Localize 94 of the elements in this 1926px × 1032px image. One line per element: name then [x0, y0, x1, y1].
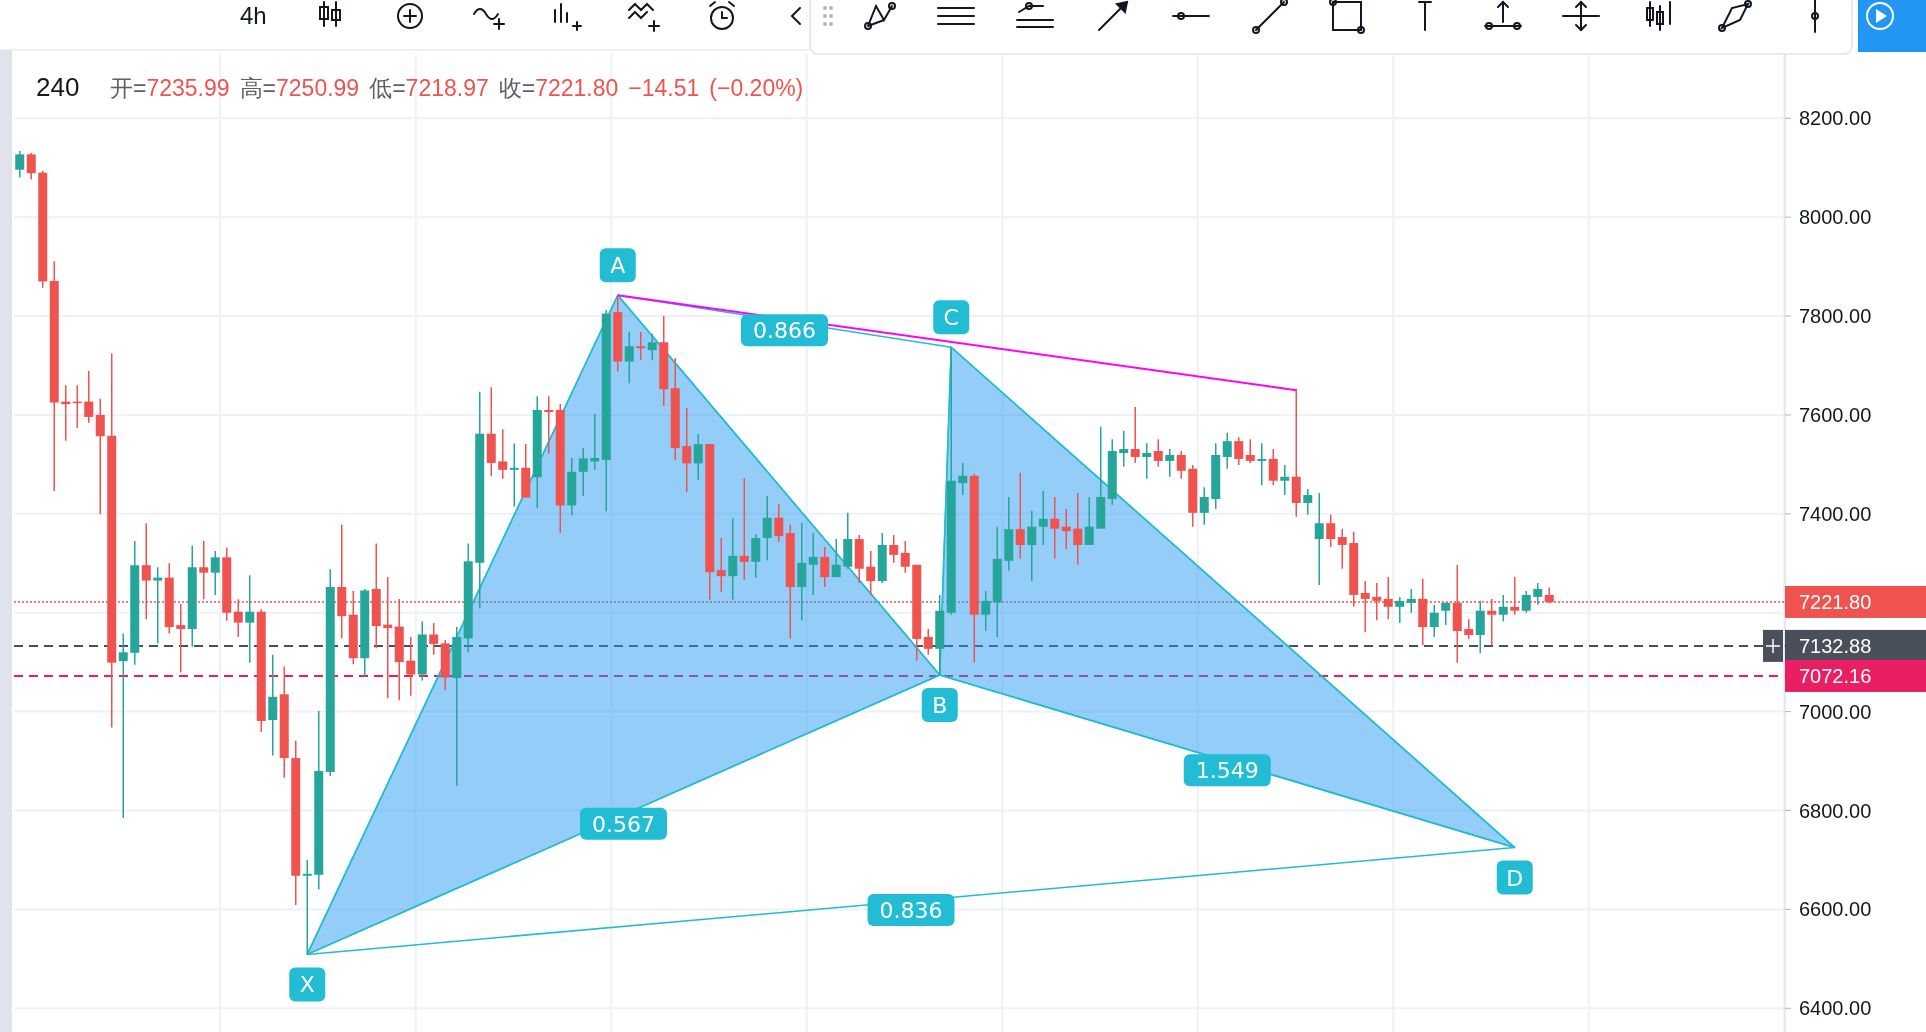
- candlestick: [210, 550, 220, 596]
- candlestick: [1027, 510, 1037, 582]
- candlestick: [1119, 430, 1129, 468]
- candlestick: [268, 654, 278, 757]
- candlestick: [1199, 486, 1209, 526]
- candlestick: [302, 859, 312, 955]
- candlestick: [15, 150, 25, 179]
- candlestick: [716, 537, 726, 593]
- candlestick: [509, 442, 519, 508]
- candlestick: [1165, 448, 1175, 478]
- ref-line-label: 7221.80: [1799, 590, 1872, 613]
- ref-line-label: 7072.16: [1799, 664, 1872, 687]
- candlestick: [153, 566, 163, 645]
- annotation: 0.866: [753, 318, 816, 344]
- candlestick: [682, 407, 692, 493]
- y-tick-label: 6800.00: [1799, 799, 1872, 822]
- candlestick: [176, 603, 186, 674]
- annotation: X: [299, 972, 315, 998]
- candlestick: [647, 333, 657, 361]
- y-tick-label: 6600.00: [1799, 898, 1872, 921]
- candlestick: [636, 331, 646, 361]
- candlestick: [1176, 450, 1186, 480]
- candlestick: [498, 428, 508, 480]
- candlestick: [1429, 604, 1439, 638]
- candlestick: [1222, 431, 1232, 470]
- candlestick: [624, 331, 634, 385]
- candlestick: [1061, 508, 1071, 550]
- candlestick: [1498, 594, 1508, 622]
- y-tick-label: 6400.00: [1799, 997, 1872, 1020]
- candlestick: [1510, 576, 1520, 616]
- annotation: 1.549: [1195, 758, 1259, 784]
- y-tick-label: 7800.00: [1799, 305, 1872, 328]
- candlestick: [1130, 406, 1140, 464]
- candlestick: [84, 370, 94, 424]
- candlestick: [118, 632, 128, 819]
- annotation: 0.836: [879, 897, 943, 923]
- candlestick: [889, 534, 899, 564]
- candlestick: [820, 546, 830, 588]
- candlestick: [831, 538, 841, 578]
- candlestick: [1337, 527, 1347, 570]
- candlestick: [245, 574, 255, 664]
- candlestick: [1257, 442, 1267, 486]
- candlestick: [95, 397, 105, 516]
- candlestick: [1303, 488, 1313, 516]
- annotation: B: [932, 693, 948, 719]
- candlestick: [866, 550, 876, 596]
- candlestick: [1015, 472, 1025, 560]
- candlestick: [1521, 590, 1531, 614]
- candlestick: [751, 533, 761, 579]
- candlestick: [1153, 438, 1163, 468]
- text: 240: [36, 72, 80, 102]
- candlestick: [406, 636, 416, 697]
- candlestick: [774, 503, 784, 543]
- y-tick-label: 8200.00: [1799, 107, 1872, 130]
- candlestick: [693, 433, 703, 481]
- candlestick: [739, 477, 749, 581]
- y-tick-label: 7400.00: [1799, 502, 1872, 525]
- candlestick: [199, 540, 209, 601]
- annotation: D: [1506, 865, 1524, 891]
- candlestick: [578, 447, 588, 497]
- candlestick: [728, 517, 738, 601]
- candlestick: [923, 628, 933, 656]
- annotation: C: [943, 305, 959, 331]
- candlestick: [1142, 442, 1152, 480]
- annotation: A: [610, 253, 626, 279]
- text: 4h: [240, 2, 267, 29]
- ref-line-label: 7132.88: [1799, 634, 1872, 657]
- candlestick: [1280, 464, 1290, 496]
- candlestick: [1234, 436, 1244, 466]
- candlestick: [544, 395, 554, 455]
- candlestick: [1245, 438, 1255, 464]
- candlestick: [958, 462, 968, 496]
- candlestick: [1395, 596, 1405, 624]
- candlestick: [762, 495, 772, 562]
- candlestick: [1038, 490, 1048, 546]
- candlestick: [1084, 496, 1094, 546]
- candlestick: [1268, 448, 1278, 486]
- annotation: 0.567: [592, 811, 655, 837]
- candlestick: [1314, 492, 1324, 586]
- candlestick: [808, 532, 818, 596]
- y-tick-label: 7000.00: [1799, 700, 1872, 723]
- candlestick: [1406, 588, 1416, 614]
- candlestick: [981, 590, 991, 632]
- y-tick-label: 7600.00: [1799, 403, 1872, 426]
- candlestick: [1464, 618, 1474, 640]
- candlestick: [1050, 496, 1060, 560]
- candlestick: [26, 152, 36, 181]
- candlestick: [429, 622, 439, 656]
- candlestick: [1073, 492, 1083, 566]
- text: 开=7235.99 高=7250.99 低=7218.97 收=7221.80 −14.51 (−0.20%): [110, 75, 804, 101]
- y-tick-label: 8000.00: [1799, 206, 1872, 229]
- candlestick: [900, 540, 910, 574]
- candlestick: [1533, 582, 1543, 606]
- candlestick: [1326, 514, 1336, 548]
